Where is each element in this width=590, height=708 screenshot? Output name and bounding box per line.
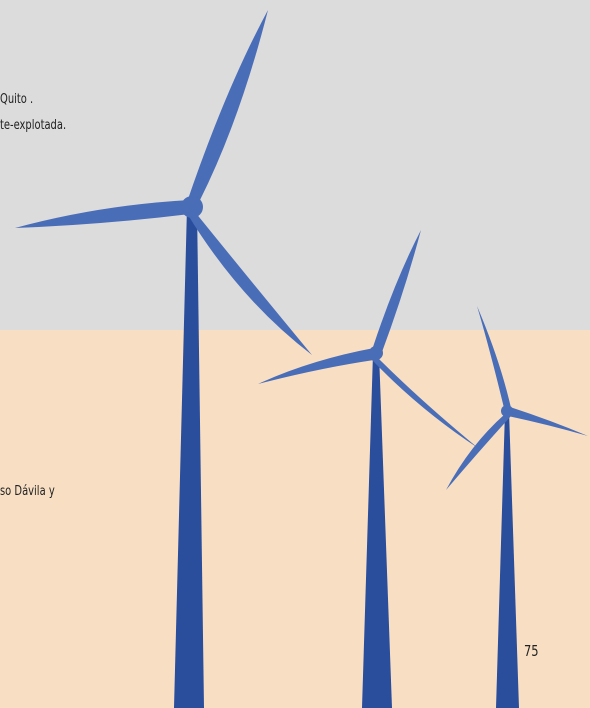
text-line: so Dávila y <box>0 484 55 499</box>
page: Quito . te-explotada. so Dávila y 75 <box>0 0 590 708</box>
page-number: 75 <box>524 642 539 660</box>
top-band <box>0 0 590 330</box>
illustration <box>0 0 590 708</box>
text-line: Quito . <box>0 92 33 107</box>
text-line: te-explotada. <box>0 118 66 133</box>
